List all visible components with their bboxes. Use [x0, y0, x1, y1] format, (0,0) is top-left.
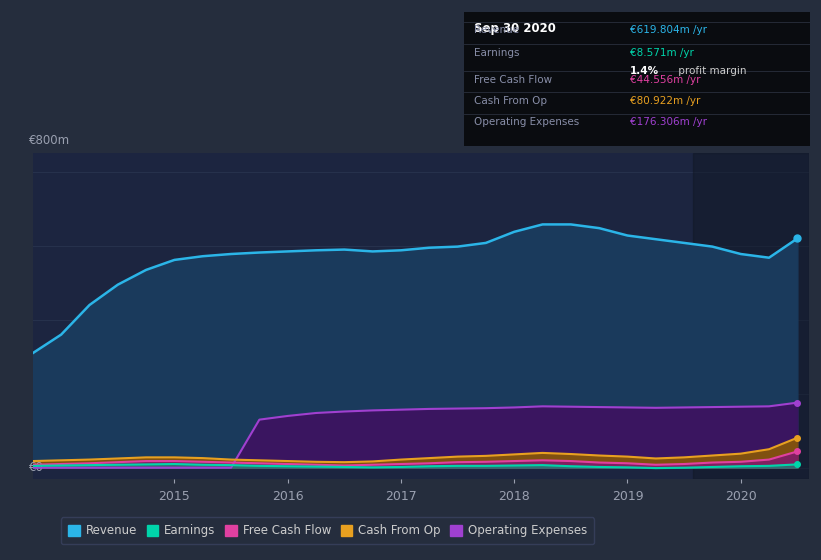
Text: Sep 30 2020: Sep 30 2020: [475, 22, 556, 35]
Text: profit margin: profit margin: [675, 66, 746, 76]
Text: Revenue: Revenue: [475, 25, 520, 35]
Bar: [693, 153, 809, 479]
Text: €619.804m /yr: €619.804m /yr: [630, 25, 707, 35]
Text: Earnings: Earnings: [475, 48, 520, 58]
Legend: Revenue, Earnings, Free Cash Flow, Cash From Op, Operating Expenses: Revenue, Earnings, Free Cash Flow, Cash …: [61, 517, 594, 544]
Text: Free Cash Flow: Free Cash Flow: [475, 74, 553, 85]
Text: €44.556m /yr: €44.556m /yr: [630, 74, 700, 85]
Text: Operating Expenses: Operating Expenses: [475, 117, 580, 127]
Text: 1.4%: 1.4%: [630, 66, 659, 76]
Text: €8.571m /yr: €8.571m /yr: [630, 48, 694, 58]
Text: Cash From Op: Cash From Op: [475, 96, 548, 106]
Text: €0: €0: [29, 461, 44, 474]
Text: €800m: €800m: [29, 134, 70, 147]
Text: €176.306m /yr: €176.306m /yr: [630, 117, 707, 127]
Text: €80.922m /yr: €80.922m /yr: [630, 96, 700, 106]
